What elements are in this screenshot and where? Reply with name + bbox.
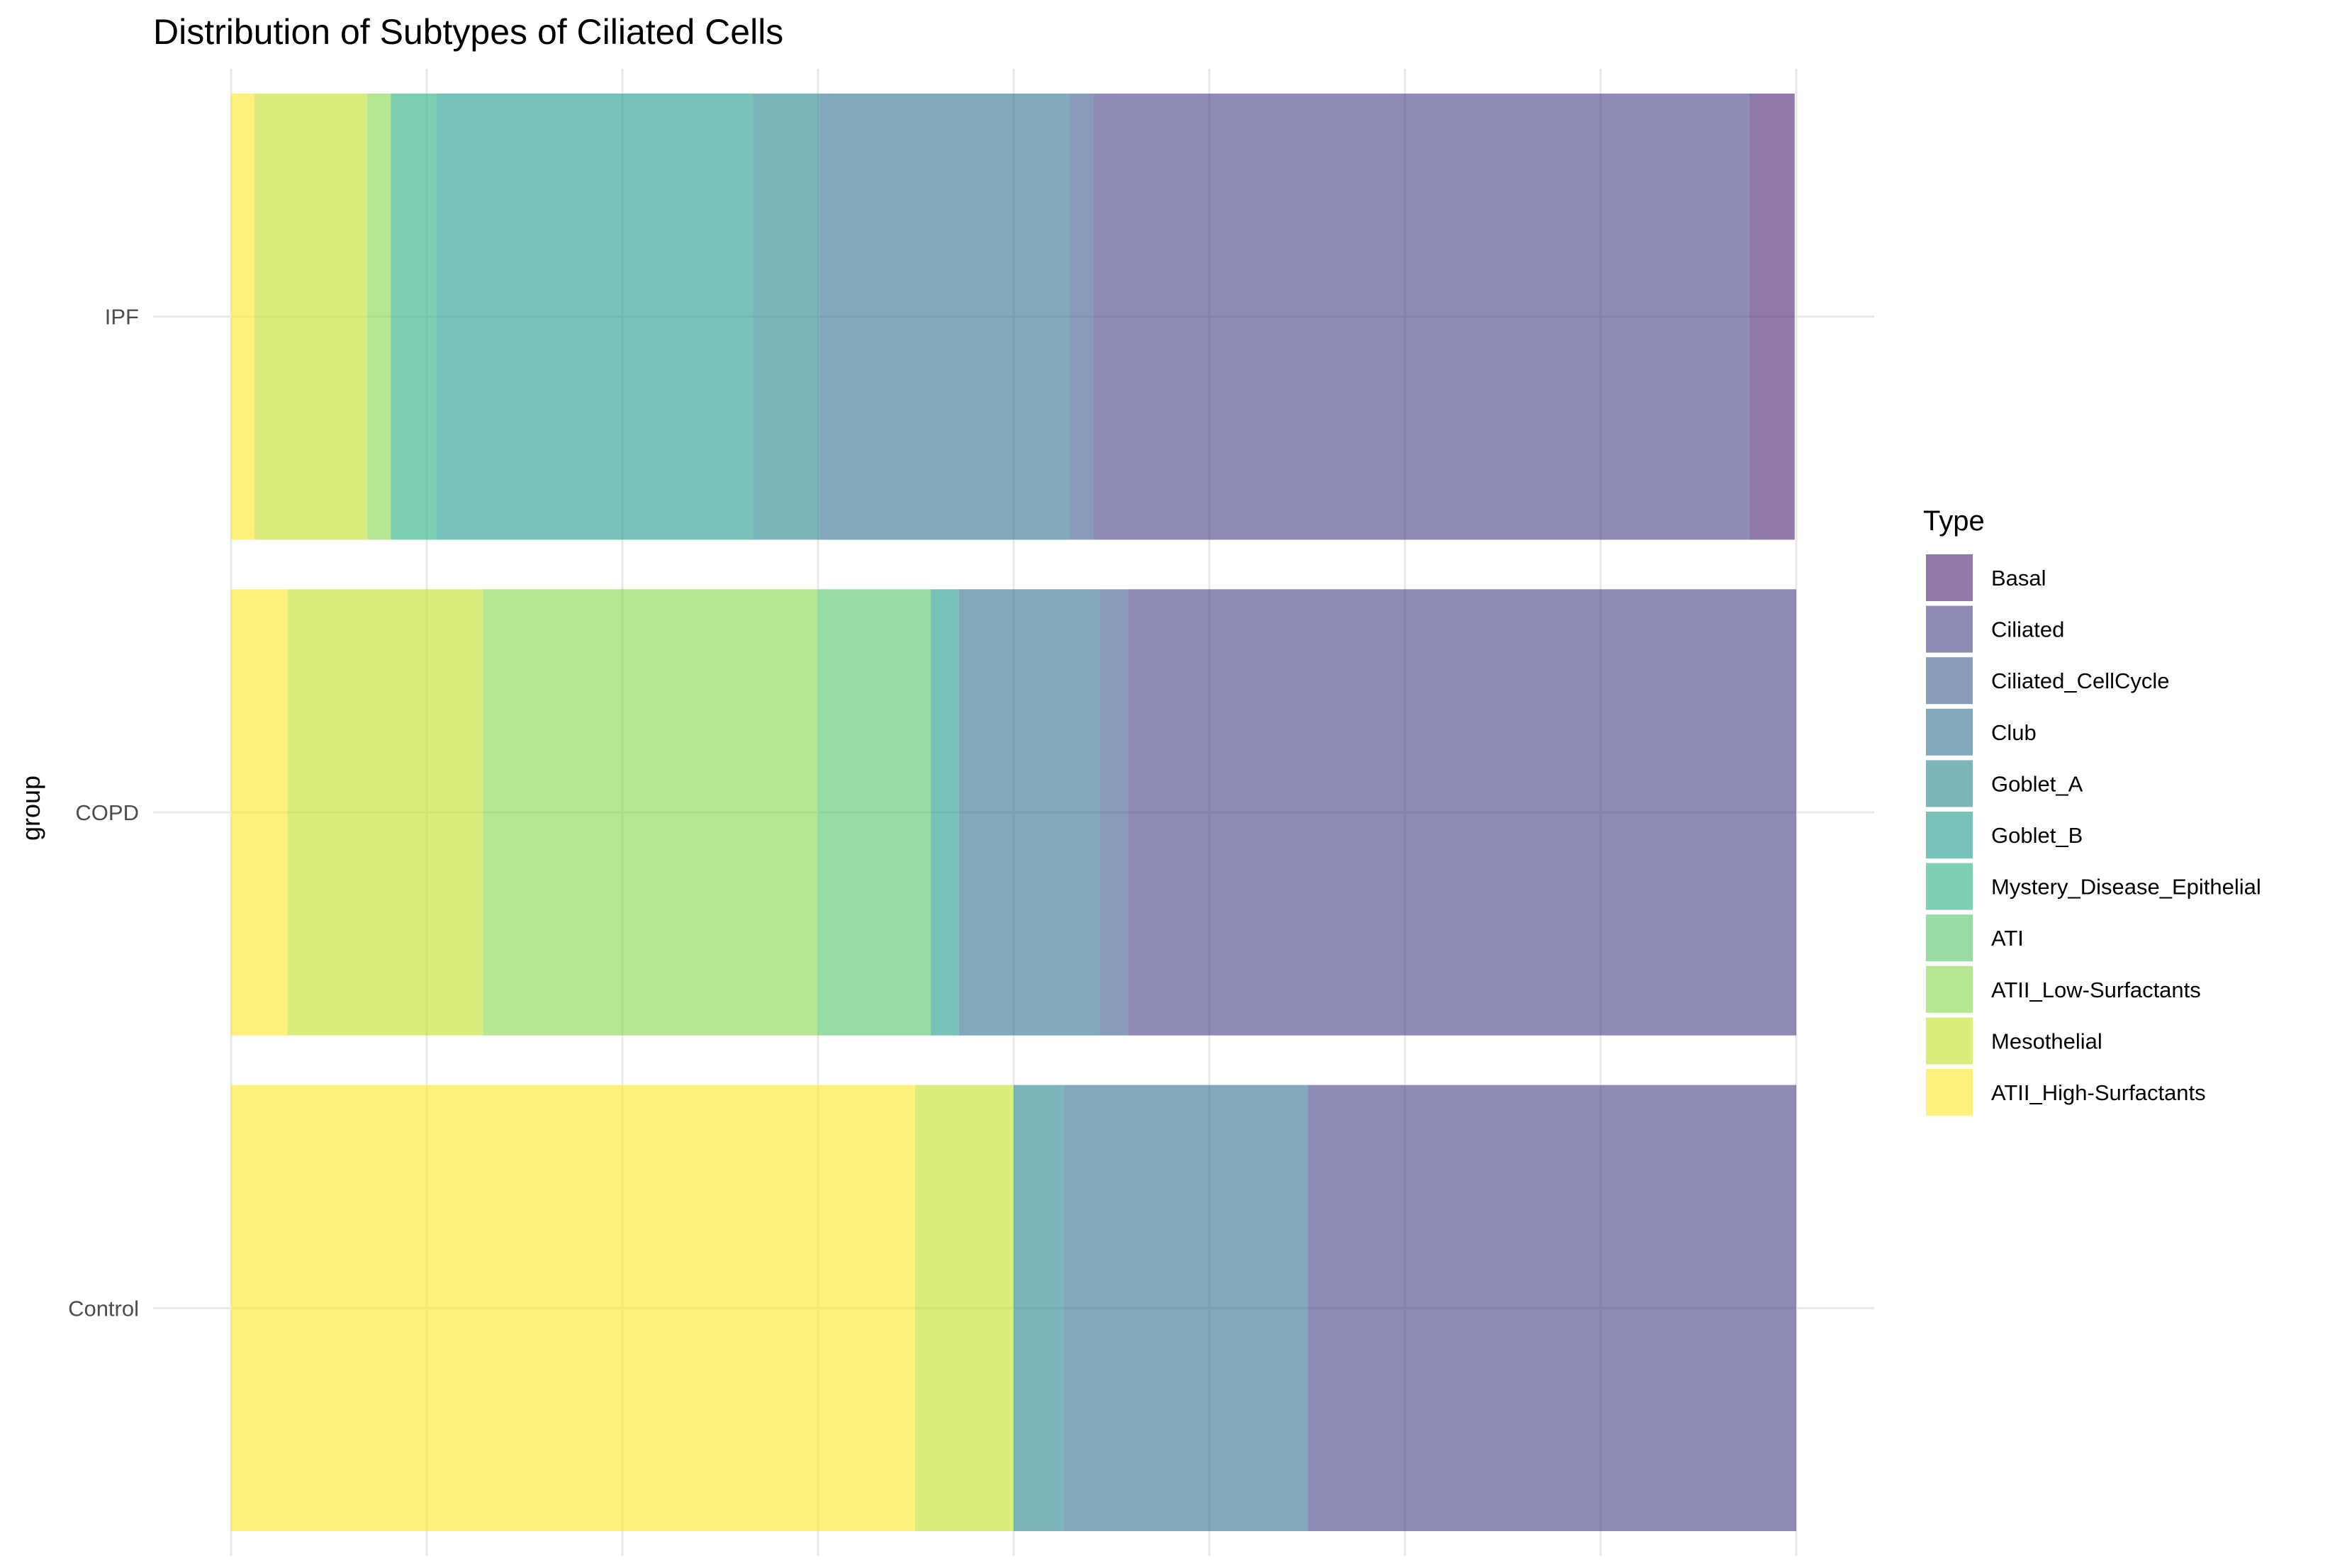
legend-swatch-atii-high-surfactants	[1926, 1069, 1973, 1116]
bar-segment-ipf-mystery-disease-epithelial	[391, 93, 437, 540]
bar-segment-copd-club	[958, 589, 1100, 1036]
chart-title: Distribution of Subtypes of Ciliated Cel…	[153, 12, 783, 52]
bar-segment-ipf-atii-low-surfactants	[367, 93, 391, 540]
legend-label-goblet-a: Goblet_A	[1991, 771, 2083, 796]
legend-label-ciliated: Ciliated	[1991, 617, 2064, 642]
legend-label-atii-low-surfactants: ATII_Low-Surfactants	[1991, 978, 2201, 1002]
legend-swatch-goblet-b	[1926, 812, 1973, 858]
legend-swatch-mesothelial	[1926, 1017, 1973, 1065]
legend-label-basal: Basal	[1991, 566, 2046, 590]
bar-segment-copd-ciliated	[1128, 589, 1796, 1036]
bar-segment-control-mesothelial	[914, 1085, 1014, 1532]
legend-swatch-mystery-disease-epithelial	[1926, 863, 1973, 910]
y-axis-label: group	[16, 775, 45, 841]
bar-segment-control-club	[1063, 1085, 1309, 1532]
legend: Type Basal Ciliated Ciliated_CellCycle Club…	[1923, 505, 2261, 1116]
bar-segment-ipf-ciliated-cellcycle	[1070, 93, 1094, 540]
bar-segment-ipf-mesothelial	[254, 93, 368, 540]
legend-swatch-club	[1926, 708, 1973, 756]
y-tick-label-ipf: IPF	[105, 305, 139, 330]
legend-label-atii-high-surfactants: ATII_High-Surfactants	[1991, 1080, 2206, 1105]
legend-label-mystery-disease-epithelial: Mystery_Disease_Epithelial	[1991, 875, 2261, 900]
bars	[231, 93, 1796, 1532]
legend-label-club: Club	[1991, 720, 2037, 745]
legend-swatch-basal	[1926, 554, 1973, 601]
legend-label-mesothelial: Mesothelial	[1991, 1029, 2102, 1053]
y-tick-label-copd: COPD	[75, 800, 139, 825]
legend-title: Type	[1923, 505, 1985, 537]
bar-segment-ipf-club	[819, 93, 1070, 540]
bar-segment-copd-mesothelial	[287, 589, 483, 1036]
y-axis-ticks: IPF COPD Control	[68, 305, 139, 1321]
legend-swatch-ciliated	[1926, 605, 1973, 653]
bar-segment-ipf-atii-high-surfactants	[231, 93, 255, 540]
bar-segment-copd-goblet-b	[930, 589, 959, 1036]
bar-segment-ipf-ciliated	[1093, 93, 1749, 540]
y-tick-label-control: Control	[68, 1296, 139, 1321]
bar-segment-control-atii-high-surfactants	[231, 1085, 915, 1532]
legend-swatch-goblet-a	[1926, 760, 1973, 807]
bar-segment-copd-atii-high-surfactants	[231, 589, 288, 1036]
legend-swatch-ciliated-cellcycle	[1926, 657, 1973, 705]
bar-segment-ipf-goblet-b	[436, 93, 753, 540]
legend-label-ati: ATI	[1991, 926, 2024, 951]
bar-segment-control-goblet-a	[1014, 1085, 1064, 1532]
bar-segment-copd-ati	[818, 589, 931, 1036]
legend-label-goblet-b: Goblet_B	[1991, 823, 2083, 848]
bar-segment-control-ciliated	[1308, 1085, 1796, 1532]
bar-segment-ipf-basal	[1749, 93, 1795, 540]
legend-swatch-atii-low-surfactants	[1926, 965, 1973, 1013]
bar-segment-copd-ciliated-cellcycle	[1099, 589, 1128, 1036]
legend-label-ciliated-cellcycle: Ciliated_CellCycle	[1991, 668, 2170, 693]
legend-swatch-ati	[1926, 914, 1973, 962]
bar-segment-copd-atii-low-surfactants	[483, 589, 818, 1036]
bar-segment-ipf-goblet-a	[752, 93, 820, 540]
